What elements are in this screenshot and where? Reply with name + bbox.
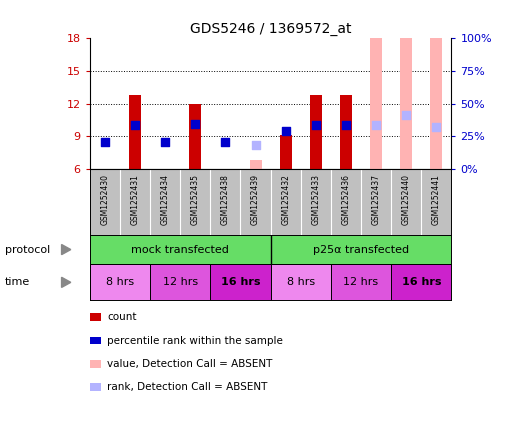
- Point: [342, 122, 350, 129]
- Point: [221, 138, 229, 145]
- Point: [372, 122, 380, 129]
- Point: [161, 138, 169, 145]
- Text: p25α transfected: p25α transfected: [313, 244, 409, 255]
- Bar: [400, 38, 412, 169]
- Bar: [189, 104, 201, 169]
- Text: GSM1252438: GSM1252438: [221, 174, 230, 225]
- Bar: [129, 95, 141, 169]
- Text: 16 hrs: 16 hrs: [221, 277, 260, 287]
- Text: 16 hrs: 16 hrs: [402, 277, 441, 287]
- Text: GSM1252435: GSM1252435: [191, 174, 200, 225]
- Text: rank, Detection Call = ABSENT: rank, Detection Call = ABSENT: [107, 382, 268, 392]
- Point: [312, 122, 320, 129]
- Bar: [271, 264, 331, 300]
- Bar: [430, 38, 442, 169]
- Bar: [391, 264, 451, 300]
- Text: GSM1252432: GSM1252432: [281, 174, 290, 225]
- Text: GSM1252437: GSM1252437: [371, 174, 381, 225]
- Point: [402, 111, 410, 118]
- Text: time: time: [5, 277, 30, 287]
- Point: [131, 122, 139, 129]
- Text: GSM1252430: GSM1252430: [101, 174, 109, 225]
- Text: 12 hrs: 12 hrs: [163, 277, 198, 287]
- Text: 8 hrs: 8 hrs: [106, 277, 134, 287]
- Text: value, Detection Call = ABSENT: value, Detection Call = ABSENT: [107, 359, 272, 369]
- Text: GSM1252436: GSM1252436: [342, 174, 350, 225]
- Text: mock transfected: mock transfected: [131, 244, 229, 255]
- Text: protocol: protocol: [5, 244, 50, 255]
- Point: [101, 138, 109, 145]
- Bar: [340, 95, 352, 169]
- Bar: [310, 95, 322, 169]
- Bar: [280, 135, 292, 169]
- Title: GDS5246 / 1369572_at: GDS5246 / 1369572_at: [190, 22, 351, 36]
- Point: [282, 128, 290, 135]
- Text: percentile rank within the sample: percentile rank within the sample: [107, 335, 283, 346]
- Point: [251, 142, 260, 148]
- Bar: [331, 264, 391, 300]
- Point: [432, 123, 441, 130]
- Text: GSM1252439: GSM1252439: [251, 174, 260, 225]
- Text: GSM1252431: GSM1252431: [130, 174, 140, 225]
- Text: 12 hrs: 12 hrs: [344, 277, 379, 287]
- Text: GSM1252433: GSM1252433: [311, 174, 320, 225]
- Text: GSM1252441: GSM1252441: [432, 174, 441, 225]
- Bar: [370, 38, 382, 169]
- Bar: [150, 264, 210, 300]
- Point: [191, 121, 200, 128]
- Bar: [90, 264, 150, 300]
- Text: GSM1252440: GSM1252440: [402, 174, 411, 225]
- Text: GSM1252434: GSM1252434: [161, 174, 170, 225]
- Bar: [249, 160, 262, 169]
- Text: count: count: [107, 312, 137, 322]
- Bar: [210, 264, 271, 300]
- Text: 8 hrs: 8 hrs: [287, 277, 315, 287]
